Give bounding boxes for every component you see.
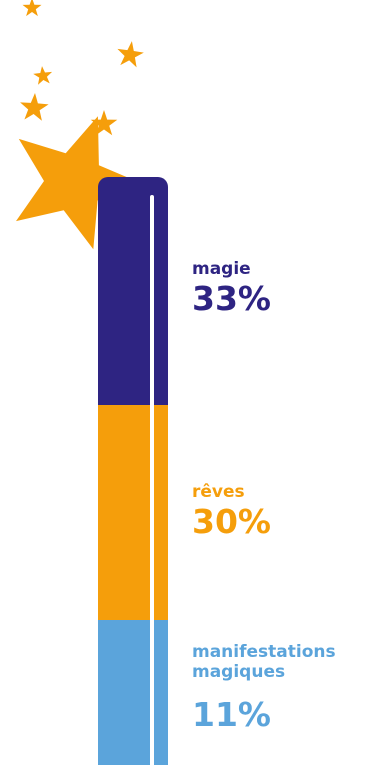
value-label-magie: 33% <box>192 278 271 318</box>
category-label-reves: rêves <box>192 482 245 502</box>
label-manifestations-magiques: manifestations magiques 11% <box>192 642 372 735</box>
bar-segment-manifestations-magiques <box>98 620 168 765</box>
label-reves: rêves 30% <box>192 482 271 541</box>
bar-segment-magie <box>98 177 168 405</box>
star-icon <box>20 93 49 121</box>
star-icon <box>22 0 42 17</box>
star-icon <box>117 41 144 68</box>
stacked-bar-wand <box>98 177 168 765</box>
category-label-manifestations-magiques: manifestations magiques <box>192 642 336 682</box>
value-label-manifestations-magiques: 11% <box>192 695 271 735</box>
label-magie: magie 33% <box>192 259 271 318</box>
bar-segment-reves <box>98 405 168 620</box>
value-label-reves: 30% <box>192 501 271 541</box>
category-label-magie: magie <box>192 259 251 279</box>
star-icon <box>90 110 118 136</box>
wand-highlight-line <box>150 195 154 765</box>
star-icon <box>33 66 53 85</box>
